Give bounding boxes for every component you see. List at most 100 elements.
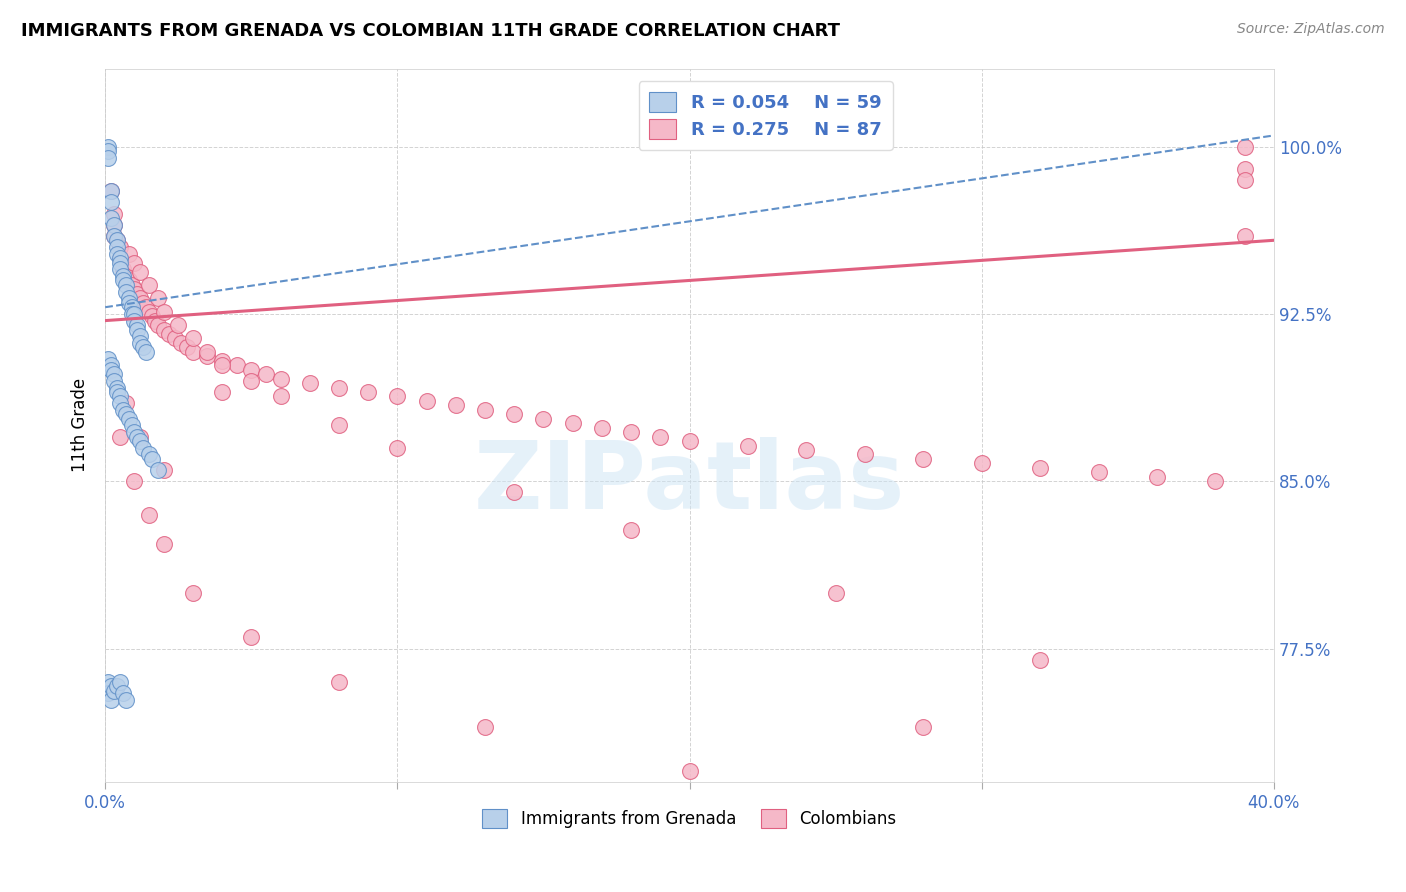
Point bbox=[970, 456, 993, 470]
Point bbox=[103, 218, 125, 232]
Point bbox=[1029, 460, 1052, 475]
Point bbox=[824, 586, 846, 600]
Point bbox=[141, 451, 163, 466]
Point bbox=[127, 286, 149, 301]
Point bbox=[103, 684, 125, 698]
Point bbox=[387, 441, 409, 455]
Point bbox=[105, 233, 128, 247]
Point bbox=[1233, 161, 1256, 176]
Point bbox=[197, 349, 219, 363]
Point bbox=[117, 411, 139, 425]
Point bbox=[1087, 465, 1109, 479]
Point bbox=[135, 344, 157, 359]
Point bbox=[503, 407, 526, 421]
Point bbox=[561, 416, 583, 430]
Point bbox=[97, 351, 120, 366]
Point bbox=[121, 418, 143, 433]
Point bbox=[141, 309, 163, 323]
Point bbox=[97, 144, 120, 158]
Point bbox=[97, 675, 120, 690]
Point bbox=[127, 429, 149, 443]
Point bbox=[100, 693, 122, 707]
Point bbox=[121, 277, 143, 292]
Point bbox=[211, 384, 233, 399]
Point bbox=[503, 485, 526, 500]
Point bbox=[100, 680, 122, 694]
Point bbox=[100, 184, 122, 198]
Point bbox=[1233, 228, 1256, 243]
Point bbox=[146, 291, 169, 305]
Point bbox=[103, 228, 125, 243]
Point bbox=[117, 246, 139, 260]
Y-axis label: 11th Grade: 11th Grade bbox=[72, 378, 89, 473]
Point bbox=[591, 420, 613, 434]
Point bbox=[114, 285, 136, 299]
Point bbox=[1233, 139, 1256, 153]
Point bbox=[211, 353, 233, 368]
Point bbox=[108, 262, 131, 277]
Point bbox=[357, 384, 380, 399]
Legend: Immigrants from Grenada, Colombians: Immigrants from Grenada, Colombians bbox=[475, 803, 903, 835]
Point bbox=[152, 322, 174, 336]
Point bbox=[129, 335, 152, 350]
Point bbox=[97, 686, 120, 700]
Point bbox=[1205, 474, 1227, 488]
Point bbox=[620, 523, 643, 537]
Point bbox=[117, 291, 139, 305]
Point bbox=[415, 393, 437, 408]
Point bbox=[132, 295, 155, 310]
Point bbox=[240, 374, 263, 388]
Point bbox=[132, 340, 155, 354]
Point bbox=[152, 304, 174, 318]
Point bbox=[146, 463, 169, 477]
Point bbox=[138, 277, 160, 292]
Point bbox=[146, 318, 169, 332]
Point bbox=[138, 447, 160, 461]
Point bbox=[111, 402, 134, 417]
Point bbox=[103, 228, 125, 243]
Point bbox=[165, 331, 187, 345]
Point bbox=[197, 344, 219, 359]
Point bbox=[100, 184, 122, 198]
Point bbox=[167, 318, 190, 332]
Point bbox=[121, 307, 143, 321]
Point bbox=[181, 586, 204, 600]
Point bbox=[105, 233, 128, 247]
Point bbox=[853, 447, 876, 461]
Point bbox=[254, 367, 277, 381]
Point bbox=[129, 264, 152, 278]
Point bbox=[1146, 469, 1168, 483]
Point bbox=[105, 680, 128, 694]
Point bbox=[533, 411, 555, 425]
Point bbox=[124, 425, 146, 439]
Text: ZIPatlas: ZIPatlas bbox=[474, 436, 905, 529]
Point bbox=[129, 291, 152, 305]
Point bbox=[444, 398, 467, 412]
Point bbox=[912, 720, 935, 734]
Point bbox=[105, 240, 128, 254]
Point bbox=[124, 282, 146, 296]
Point bbox=[387, 389, 409, 403]
Point bbox=[100, 211, 122, 225]
Point bbox=[103, 374, 125, 388]
Point bbox=[108, 251, 131, 265]
Point bbox=[132, 441, 155, 455]
Point bbox=[111, 262, 134, 277]
Point bbox=[121, 300, 143, 314]
Point bbox=[1029, 653, 1052, 667]
Point bbox=[328, 675, 350, 690]
Point bbox=[124, 313, 146, 327]
Point bbox=[114, 396, 136, 410]
Point bbox=[181, 344, 204, 359]
Point bbox=[111, 273, 134, 287]
Point bbox=[108, 240, 131, 254]
Text: Source: ZipAtlas.com: Source: ZipAtlas.com bbox=[1237, 22, 1385, 37]
Point bbox=[124, 255, 146, 269]
Point bbox=[114, 407, 136, 421]
Point bbox=[111, 268, 134, 283]
Point bbox=[298, 376, 321, 390]
Point bbox=[100, 358, 122, 372]
Point bbox=[225, 358, 247, 372]
Point bbox=[135, 300, 157, 314]
Point bbox=[97, 151, 120, 165]
